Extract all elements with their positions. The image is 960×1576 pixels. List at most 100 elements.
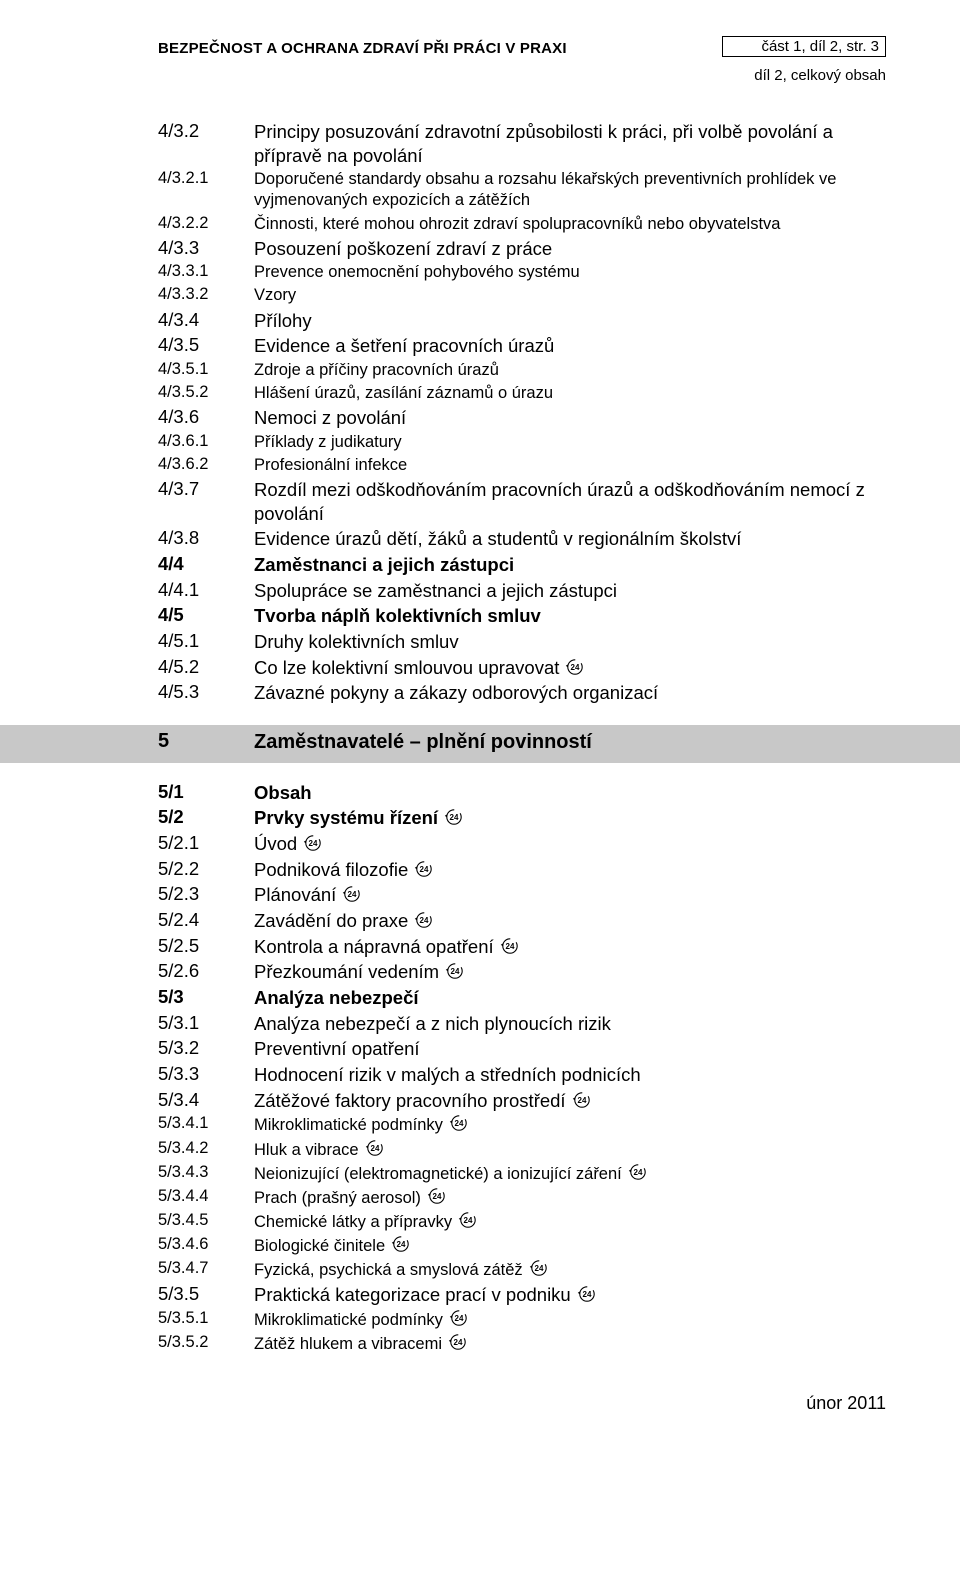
toc-number: 4/5.3 (158, 681, 254, 707)
toc-number: 5/3.4.2 (158, 1139, 254, 1163)
toc-row: 5/3.4.3Neionizující (elektromagnetické) … (158, 1163, 886, 1187)
refresh-24-icon: 24 (565, 658, 585, 676)
toc-title: Principy posuzování zdravotní způsobilos… (254, 120, 886, 169)
toc-number: 4/3.8 (158, 527, 254, 553)
toc-row: 5/2.5Kontrola a nápravná opatření24 (158, 935, 886, 961)
refresh-24-icon: 24 (414, 860, 434, 878)
toc-title: Přílohy (254, 309, 886, 335)
toc-number: 5/3.5.2 (158, 1333, 254, 1357)
toc-title: Fyzická, psychická a smyslová zátěž24 (254, 1259, 886, 1283)
refresh-24-icon: 24 (427, 1187, 447, 1205)
toc-row: 4/3.5.2Hlášení úrazů, zasílání záznamů o… (158, 383, 886, 406)
toc-title: Kontrola a nápravná opatření24 (254, 935, 886, 961)
refresh-24-icon: 24 (628, 1163, 648, 1181)
svg-text:24: 24 (454, 1314, 463, 1323)
toc-title: Profesionální infekce (254, 455, 886, 478)
toc-row: 4/3.5Evidence a šetření pracovních úrazů (158, 334, 886, 360)
toc-title: Rozdíl mezi odškodňováním pracovních úra… (254, 478, 886, 527)
toc-row: 5/3.5.2Zátěž hlukem a vibracemi24 (158, 1333, 886, 1357)
svg-text:24: 24 (577, 1096, 586, 1105)
svg-text:24: 24 (397, 1240, 406, 1249)
toc-number: 5/2 (158, 806, 254, 832)
toc-row: 4/5.2Co lze kolektivní smlouvou upravova… (158, 656, 886, 682)
toc-title: Zdroje a příčiny pracovních úrazů (254, 360, 886, 383)
toc-number: 5/3 (158, 986, 254, 1012)
toc-number: 5/3.4.7 (158, 1259, 254, 1283)
toc-row: 4/3.8Evidence úrazů dětí, žáků a student… (158, 527, 886, 553)
refresh-24-icon: 24 (391, 1235, 411, 1253)
toc-row: 5/3.5.1Mikroklimatické podmínky24 (158, 1309, 886, 1333)
toc-row: 5/3.4.7Fyzická, psychická a smyslová zát… (158, 1259, 886, 1283)
toc-row: 5/3.5Praktická kategorizace prací v podn… (158, 1283, 886, 1309)
toc-title: Obsah (254, 781, 886, 807)
toc-title: Zátěžové faktory pracovního prostředí24 (254, 1089, 886, 1115)
svg-text:24: 24 (571, 663, 580, 672)
svg-text:24: 24 (420, 865, 429, 874)
toc-number: 4/3.3.1 (158, 262, 254, 285)
refresh-24-icon: 24 (342, 885, 362, 903)
toc-number: 4/3.3.2 (158, 285, 254, 308)
toc-row: 4/3.2.1Doporučené standardy obsahu a roz… (158, 169, 886, 213)
toc-number: 4/3.5.1 (158, 360, 254, 383)
toc-row: 5/3.4.2Hluk a vibrace24 (158, 1139, 886, 1163)
toc-row: 5/3.4.4Prach (prašný aerosol)24 (158, 1187, 886, 1211)
toc-number: 5/3.4.3 (158, 1163, 254, 1187)
refresh-24-icon: 24 (449, 1114, 469, 1132)
toc-title: Doporučené standardy obsahu a rozsahu lé… (254, 169, 886, 213)
page-footer-date: únor 2011 (158, 1393, 886, 1414)
toc-number: 4/3.6 (158, 406, 254, 432)
toc-number: 5/2.4 (158, 909, 254, 935)
toc-number: 5/3.4.5 (158, 1211, 254, 1235)
toc-title: Analýza nebezpečí (254, 986, 886, 1012)
toc-row: 5/3Analýza nebezpečí (158, 986, 886, 1012)
toc-title: Zavádění do praxe24 (254, 909, 886, 935)
toc-title: Evidence úrazů dětí, žáků a studentů v r… (254, 527, 886, 553)
svg-text:24: 24 (464, 1216, 473, 1225)
toc-number: 4/3.5 (158, 334, 254, 360)
toc-row: 5/3.4.6Biologické činitele24 (158, 1235, 886, 1259)
toc-row: 4/3.3.2Vzory (158, 285, 886, 308)
toc-title: Prevence onemocnění pohybového systému (254, 262, 886, 285)
toc-title: Preventivní opatření (254, 1037, 886, 1063)
refresh-24-icon: 24 (365, 1139, 385, 1157)
toc-title: Druhy kolektivních smluv (254, 630, 886, 656)
svg-text:24: 24 (505, 942, 514, 951)
page-subheader: díl 2, celkový obsah (158, 67, 886, 84)
svg-text:24: 24 (451, 967, 460, 976)
toc-number: 5/3.4 (158, 1089, 254, 1115)
section-heading-bar: 5 Zaměstnavatelé – plnění povinností (0, 725, 960, 763)
toc-number: 4/5.1 (158, 630, 254, 656)
toc-number: 4/4.1 (158, 579, 254, 605)
toc-title: Prvky systému řízení24 (254, 806, 886, 832)
toc-title: Podniková filozofie24 (254, 858, 886, 884)
toc-title: Co lze kolektivní smlouvou upravovat24 (254, 656, 886, 682)
toc-title: Spolupráce se zaměstnanci a jejich zástu… (254, 579, 886, 605)
toc-number: 4/5.2 (158, 656, 254, 682)
toc-number: 4/4 (158, 553, 254, 579)
svg-text:24: 24 (348, 890, 357, 899)
toc-number: 5/3.4.1 (158, 1114, 254, 1138)
toc-row: 4/5Tvorba náplň kolektivních smluv (158, 604, 886, 630)
svg-text:24: 24 (432, 1192, 441, 1201)
toc-number: 5/2.3 (158, 883, 254, 909)
toc-row: 5/2.3Plánování24 (158, 883, 886, 909)
svg-text:24: 24 (454, 1119, 463, 1128)
toc-number: 4/5 (158, 604, 254, 630)
toc-block-1: 4/3.2Principy posuzování zdravotní způso… (158, 120, 886, 707)
toc-row: 4/3.4Přílohy (158, 309, 886, 335)
toc-row: 5/3.4Zátěžové faktory pracovního prostře… (158, 1089, 886, 1115)
refresh-24-icon: 24 (448, 1333, 468, 1351)
toc-row: 4/3.6Nemoci z povolání (158, 406, 886, 432)
toc-title: Posouzení poškození zdraví z práce (254, 237, 886, 263)
section-title: Zaměstnavatelé – plnění povinností (254, 730, 592, 758)
toc-number: 5/2.6 (158, 960, 254, 986)
toc-row: 5/2.2Podniková filozofie24 (158, 858, 886, 884)
refresh-24-icon: 24 (500, 937, 520, 955)
refresh-24-icon: 24 (458, 1211, 478, 1229)
toc-row: 4/3.3.1Prevence onemocnění pohybového sy… (158, 262, 886, 285)
refresh-24-icon: 24 (449, 1309, 469, 1327)
toc-number: 5/2.2 (158, 858, 254, 884)
toc-row: 4/3.6.2Profesionální infekce (158, 455, 886, 478)
refresh-24-icon: 24 (414, 911, 434, 929)
toc-title: Zaměstnanci a jejich zástupci (254, 553, 886, 579)
